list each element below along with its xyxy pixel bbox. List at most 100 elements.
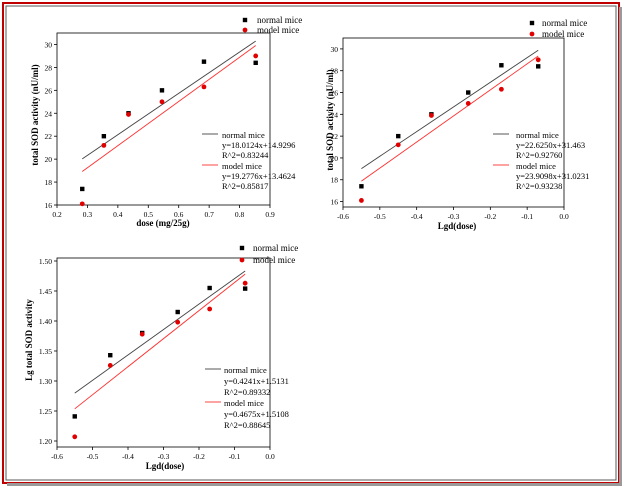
chart-1-model-point	[159, 99, 165, 105]
chart-2-y-tick-label: 24	[331, 110, 339, 119]
chart-3-normal-point	[242, 286, 248, 291]
chart-3-fit-annotation-2: y=0.4241x+1.5131	[224, 376, 289, 386]
chart-2-x-tick-label: -0.5	[374, 212, 386, 221]
chart-3-normal-point	[175, 309, 180, 315]
chart-1-model-point	[126, 112, 131, 117]
chart-3-y-tick-label: 1.30	[39, 377, 52, 386]
chart-3-x-tick-label: -0.5	[87, 452, 99, 461]
chart-lgdose-vs-lgsod: normal mice model mice normal mice y=0.4…	[24, 243, 298, 471]
chart-2-y-tick-label: 28	[331, 67, 339, 76]
chart-2-fit-annotation-1: normal mice	[516, 130, 559, 140]
chart-3-x-tick-label: -0.1	[229, 452, 241, 461]
chart-1-x-tick-label: 0.5	[144, 210, 154, 219]
chart-1-plot-area	[56, 32, 271, 206]
chart-3-fit-annotation-3: R^2=0.89332	[224, 387, 270, 397]
chart-3-x-tick-label: 0.0	[265, 452, 275, 461]
chart-2-y-tick-label: 22	[331, 132, 339, 141]
chart-1-model-point	[79, 201, 85, 207]
chart-2-model-point	[465, 101, 471, 106]
chart-2-normal-fit-line	[361, 49, 539, 170]
chart-1-fit-annotation-3: R^2=0.83244	[222, 150, 269, 160]
chart-1-normal-fit-line	[82, 40, 256, 160]
chart-3-legend-model-label: model mice	[253, 255, 295, 265]
chart-2-y-tick-label: 20	[331, 154, 339, 163]
chart-1-y-tick-label: 20	[45, 155, 53, 164]
chart-2-legend-model-marker	[529, 31, 535, 37]
chart-2-model-point	[429, 113, 434, 118]
chart-2-y-tick-label: 18	[331, 176, 339, 185]
chart-2-y-tick-label: 30	[331, 45, 339, 54]
chart-1-normal-point	[80, 186, 85, 192]
chart-3-fit-annotation-1: normal mice	[224, 365, 267, 375]
chart-2-fit-annotation-2: y=22.6250x+31.463	[516, 140, 585, 150]
chart-2-legend-normal-marker	[529, 20, 535, 26]
chart-1-legend-normal-marker	[242, 17, 248, 23]
chart-2-y-tick-label: 26	[331, 89, 339, 98]
chart-lgdose-vs-sod: normal mice model mice normal mice y=22.…	[325, 18, 589, 231]
chart-1-model-point	[201, 84, 207, 90]
chart-1-x-tick-label: 0.8	[235, 210, 245, 219]
chart-1-fit-annotation-1: normal mice	[222, 130, 265, 140]
chart-2-model-point	[535, 57, 541, 63]
chart-1-y-tick-label: 16	[45, 201, 53, 210]
chart-3-normal-point	[72, 414, 77, 419]
outer-border	[2, 2, 620, 484]
chart-1-x-tick-label: 0.9	[265, 210, 275, 219]
chart-3-normal-point	[207, 285, 212, 291]
chart-1-xlabel: dose (mg/25g)	[136, 218, 189, 228]
chart-dose-vs-sod: normal mice model mice normal mice y=18.…	[30, 15, 302, 228]
chart-2-normal-point	[536, 64, 541, 69]
chart-3-x-tick-label: -0.4	[122, 452, 134, 461]
chart-1-fit-annotation-5: y=19.2776x+13.4624	[222, 171, 296, 181]
chart-3-y-tick-label: 1.25	[39, 407, 52, 416]
chart-2-normal-point	[499, 63, 504, 68]
chart-2-x-tick-label: -0.1	[521, 212, 533, 221]
chart-2-model-point	[498, 86, 504, 92]
chart-1-x-tick-label: 0.3	[83, 210, 93, 219]
chart-1-x-tick-label: 0.2	[52, 210, 62, 219]
chart-3-x-tick-label: -0.3	[158, 452, 170, 461]
chart-3-model-point	[139, 331, 145, 337]
chart-3-model-point	[242, 280, 248, 286]
chart-3-fit-annotation-4: model mice	[224, 398, 264, 408]
chart-3-ylabel: Lg total SOD activity	[24, 299, 34, 381]
chart-3-normal-fit-line	[74, 270, 246, 394]
chart-1-x-tick-label: 0.7	[204, 210, 214, 219]
chart-1-y-tick-label: 18	[45, 178, 53, 187]
chart-1-y-tick-label: 28	[45, 63, 53, 72]
frame-shadow-right	[619, 7, 622, 485]
chart-2-x-tick-label: -0.6	[337, 212, 349, 221]
chart-1-normal-point	[159, 88, 165, 93]
chart-2-model-point	[395, 142, 401, 148]
chart-1-legend-normal-label: normal mice	[257, 15, 302, 25]
chart-3-xlabel: Lgd(dose)	[146, 461, 185, 471]
chart-1-y-tick-label: 24	[45, 109, 53, 118]
chart-3-y-tick-label: 1.35	[39, 347, 52, 356]
chart-1-x-tick-label: 0.6	[174, 210, 184, 219]
chart-2-fit-annotation-3: R^2=0.92760	[516, 150, 562, 160]
chart-3-y-tick-label: 1.50	[39, 257, 52, 266]
chart-1-model-point	[101, 142, 107, 148]
chart-3-model-point	[175, 319, 181, 325]
chart-2-x-tick-label: -0.2	[484, 212, 496, 221]
chart-2-xlabel: Lgd(dose)	[438, 221, 477, 231]
chart-1-y-tick-label: 26	[45, 86, 53, 95]
chart-3-model-point	[107, 363, 113, 368]
chart-3-normal-point	[108, 353, 113, 358]
chart-3-model-fit-line	[74, 273, 246, 410]
chart-3-y-tick-label: 1.40	[39, 317, 52, 326]
chart-3-legend-normal-label: normal mice	[253, 243, 298, 253]
chart-1-normal-point	[253, 60, 258, 66]
chart-2-x-tick-label: -0.4	[411, 212, 423, 221]
chart-1-fit-annotation-6: R^2=0.85817	[222, 181, 268, 191]
chart-3-fit-annotation-5: y=0.4675x+1.5108	[224, 409, 289, 419]
chart-1-normal-point	[101, 134, 107, 139]
chart-1-legend-model-marker	[242, 27, 248, 33]
chart-1-y-tick-label: 22	[45, 132, 53, 141]
chart-3-x-tick-label: -0.2	[193, 452, 205, 461]
chart-2-fit-annotation-6: R^2=0.93238	[516, 181, 562, 191]
chart-3-fit-annotation-6: R^2=0.88645	[224, 420, 270, 430]
chart-2-legend-normal-label: normal mice	[542, 18, 587, 28]
chart-2-normal-point	[359, 184, 364, 189]
